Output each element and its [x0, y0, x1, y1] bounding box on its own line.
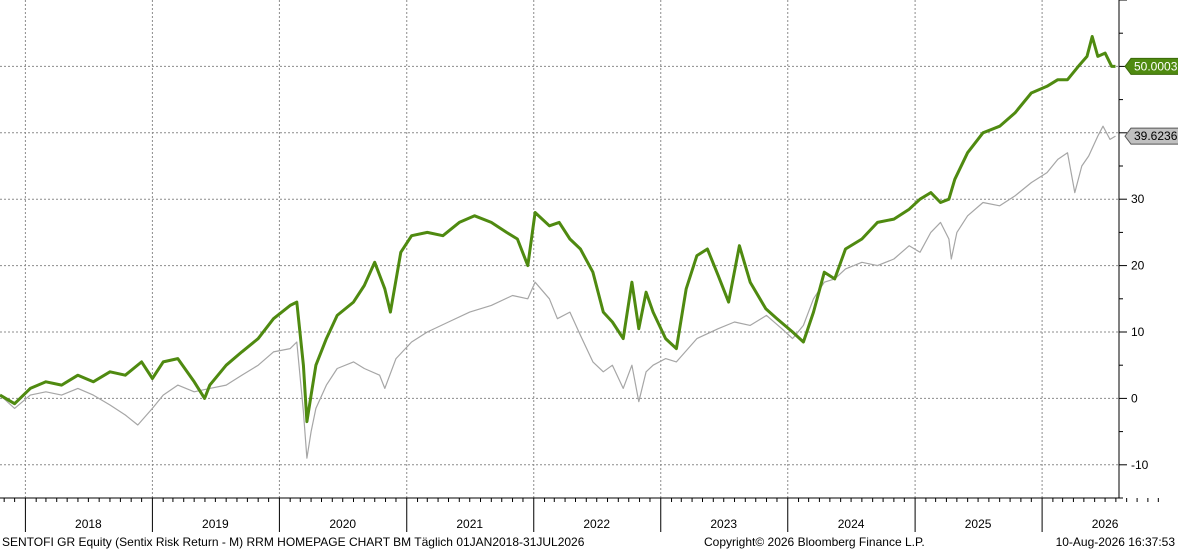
footer-copyright: Copyright© 2026 Bloomberg Finance L.P.: [704, 535, 925, 549]
y-tick-label: -10: [1131, 458, 1149, 472]
y-axis: -10 0 10 20 30: [1118, 0, 1149, 499]
series-line-1: [0, 125, 1116, 459]
x-tick-label: 2024: [838, 517, 865, 531]
series-lines: [0, 35, 1116, 459]
x-axis: 2018 2019 2020 2021 2022 2023 2024 2025 2026: [0, 497, 1159, 532]
x-tick-label: 2023: [710, 517, 737, 531]
footer: SENTOFI GR Equity (Sentix Risk Return - …: [2, 535, 1175, 549]
y-tick-label: 30: [1131, 192, 1145, 206]
x-tick-label: 2022: [583, 517, 610, 531]
x-tick-label: 2018: [75, 517, 102, 531]
last-value-tag-1: [1124, 127, 1178, 145]
last-value-tags: 50.0003 39.6236: [1124, 57, 1178, 145]
y-tick-label: 0: [1131, 391, 1138, 405]
x-tick-label: 2025: [965, 517, 992, 531]
series-line-0: [0, 35, 1116, 424]
footer-security-description: SENTOFI GR Equity (Sentix Risk Return - …: [2, 535, 585, 549]
y-tick-label: 20: [1131, 259, 1145, 273]
y-tick-label: 10: [1131, 325, 1145, 339]
x-tick-label: 2021: [456, 517, 483, 531]
x-tick-label: 2026: [1092, 517, 1119, 531]
grid-lines: [0, 0, 1119, 498]
last-value-tag-0: [1124, 57, 1178, 75]
footer-timestamp: 10-Aug-2026 16:37:53: [1056, 535, 1176, 549]
x-tick-label: 2020: [329, 517, 356, 531]
last-value-label-1: 39.6236: [1134, 129, 1178, 143]
last-value-label-0: 50.0003: [1134, 59, 1178, 73]
x-tick-label: 2019: [202, 517, 229, 531]
